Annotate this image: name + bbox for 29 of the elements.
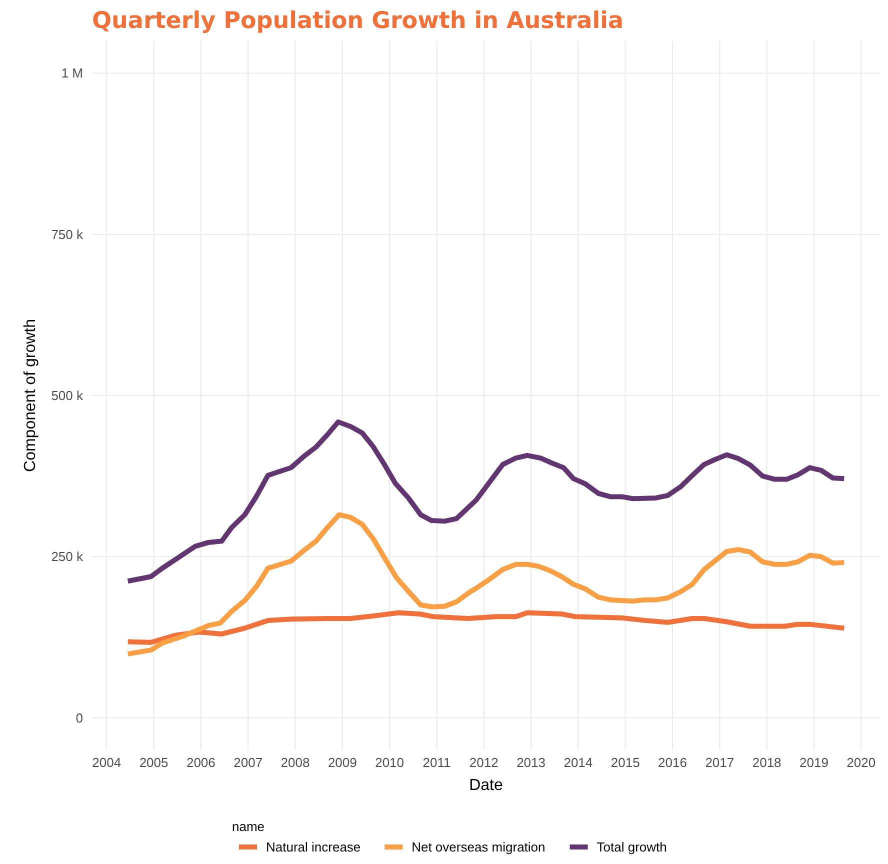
chart-title: Quarterly Population Growth in Australia bbox=[92, 8, 624, 34]
x-tick-label: 2019 bbox=[800, 755, 828, 770]
x-tick-label: 2018 bbox=[752, 755, 782, 770]
x-tick-label: 2005 bbox=[139, 755, 168, 770]
x-tick-label: 2004 bbox=[92, 755, 122, 770]
x-tick-label: 2008 bbox=[280, 755, 310, 770]
y-tick-label: 500 k bbox=[51, 388, 84, 403]
legend-title: name bbox=[232, 819, 265, 834]
y-tick-label: 0 bbox=[76, 710, 83, 726]
x-tick-label: 2014 bbox=[564, 755, 593, 770]
legend-label: Natural increase bbox=[266, 840, 361, 854]
y-axis-title: Component of growth bbox=[22, 319, 39, 472]
legend-label: Total growth bbox=[596, 840, 667, 854]
y-tick-label: 750 k bbox=[51, 226, 84, 242]
x-axis-title: Date bbox=[469, 777, 503, 794]
x-tick-label: 2020 bbox=[846, 755, 876, 770]
x-tick-label: 2009 bbox=[328, 755, 357, 770]
x-tick-label: 2013 bbox=[516, 755, 546, 770]
x-tick-label: 2007 bbox=[234, 755, 263, 770]
legend-label: Net overseas migration bbox=[412, 840, 546, 854]
x-tick-label: 2010 bbox=[375, 755, 404, 770]
y-tick-label: 1 M bbox=[61, 66, 83, 81]
x-tick-label: 2016 bbox=[658, 755, 687, 770]
x-tick-label: 2012 bbox=[469, 755, 498, 770]
x-tick-label: 2011 bbox=[422, 755, 451, 770]
y-tick-label: 250 k bbox=[51, 549, 84, 564]
x-tick-label: 2017 bbox=[705, 755, 734, 770]
x-tick-label: 2006 bbox=[186, 755, 216, 770]
x-tick-label: 2015 bbox=[610, 755, 640, 770]
